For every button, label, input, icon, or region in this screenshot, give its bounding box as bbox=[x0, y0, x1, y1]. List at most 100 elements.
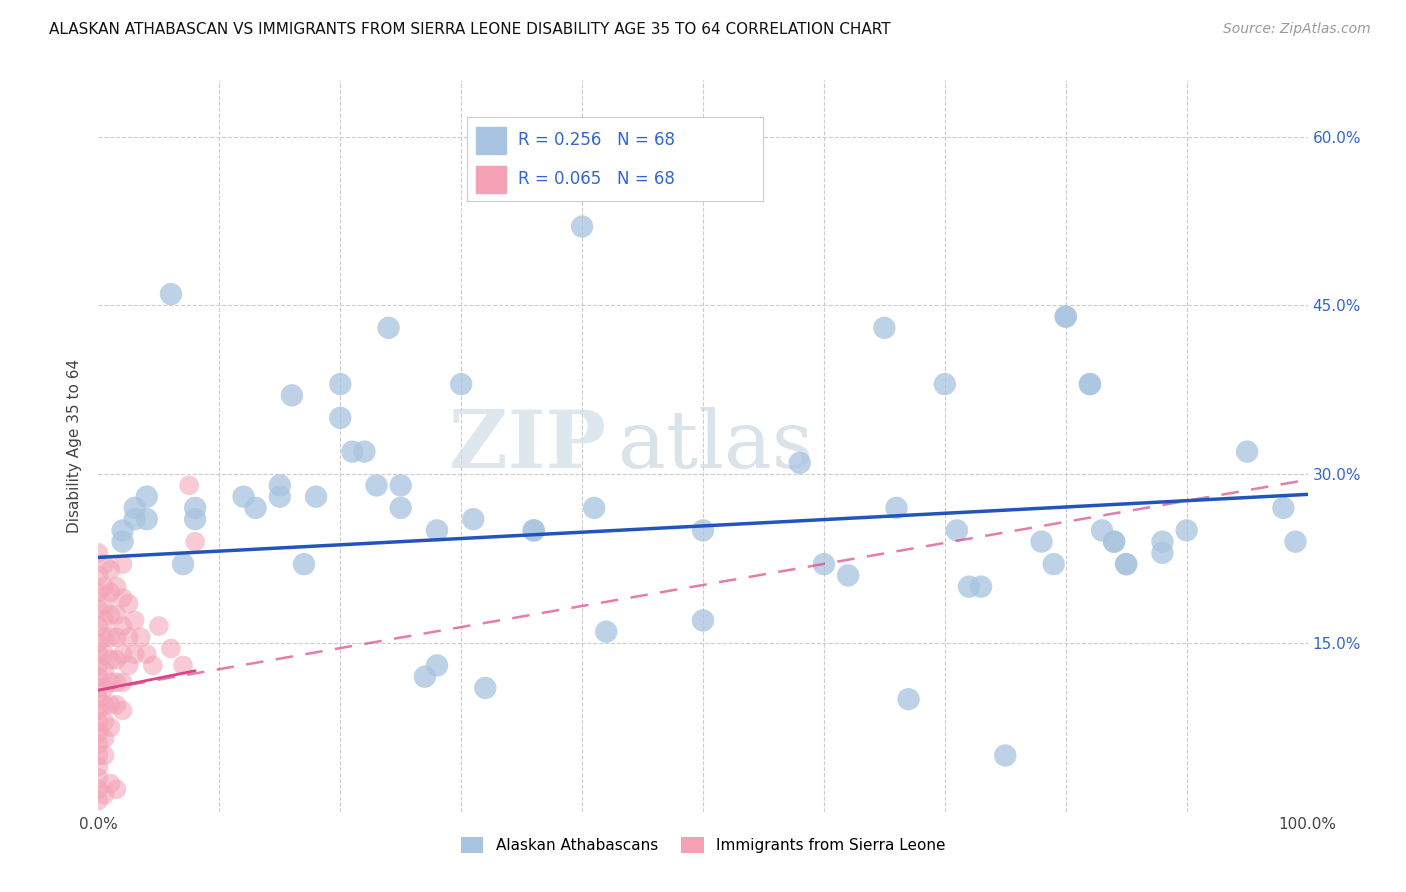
Point bbox=[100, 776, 122, 790]
Point bbox=[426, 524, 449, 538]
Point bbox=[105, 782, 128, 797]
Point bbox=[1115, 557, 1137, 571]
Point bbox=[994, 748, 1017, 763]
Point bbox=[93, 788, 115, 802]
Point bbox=[873, 321, 896, 335]
Point bbox=[111, 675, 134, 690]
Point bbox=[1284, 534, 1306, 549]
Point bbox=[87, 737, 110, 751]
Point bbox=[100, 630, 122, 644]
Point bbox=[87, 585, 110, 599]
Point bbox=[1152, 534, 1174, 549]
Point bbox=[160, 641, 183, 656]
Point bbox=[93, 597, 115, 611]
Point bbox=[474, 681, 496, 695]
Point bbox=[148, 619, 170, 633]
Point bbox=[87, 714, 110, 729]
Point bbox=[124, 614, 146, 628]
Point bbox=[1054, 310, 1077, 324]
Point bbox=[1115, 557, 1137, 571]
Point bbox=[93, 714, 115, 729]
Point bbox=[245, 500, 267, 515]
Point bbox=[1054, 310, 1077, 324]
Point bbox=[93, 630, 115, 644]
Point bbox=[87, 546, 110, 560]
Point bbox=[172, 557, 194, 571]
Point bbox=[281, 388, 304, 402]
Point bbox=[105, 675, 128, 690]
Text: ZIP: ZIP bbox=[450, 407, 606, 485]
Point bbox=[87, 636, 110, 650]
Point bbox=[87, 793, 110, 807]
Point bbox=[897, 692, 920, 706]
Point bbox=[1102, 534, 1125, 549]
Text: Source: ZipAtlas.com: Source: ZipAtlas.com bbox=[1223, 22, 1371, 37]
Point bbox=[100, 607, 122, 622]
Point bbox=[571, 219, 593, 234]
Point bbox=[692, 524, 714, 538]
Point bbox=[463, 512, 485, 526]
Point bbox=[583, 500, 606, 515]
Point bbox=[129, 630, 152, 644]
Point bbox=[970, 580, 993, 594]
Point bbox=[105, 607, 128, 622]
Point bbox=[87, 748, 110, 763]
Point bbox=[100, 563, 122, 577]
Point bbox=[93, 614, 115, 628]
Point bbox=[118, 597, 141, 611]
Point bbox=[87, 760, 110, 774]
Point bbox=[1152, 546, 1174, 560]
Point bbox=[366, 478, 388, 492]
Point bbox=[105, 698, 128, 712]
Point bbox=[93, 664, 115, 678]
Point bbox=[142, 658, 165, 673]
Point bbox=[292, 557, 315, 571]
Point bbox=[87, 568, 110, 582]
Point bbox=[179, 478, 201, 492]
Legend: Alaskan Athabascans, Immigrants from Sierra Leone: Alaskan Athabascans, Immigrants from Sie… bbox=[454, 830, 952, 859]
Point bbox=[93, 731, 115, 746]
Point bbox=[111, 619, 134, 633]
Point bbox=[957, 580, 980, 594]
Point bbox=[413, 670, 436, 684]
Point bbox=[100, 698, 122, 712]
Point bbox=[523, 524, 546, 538]
Point bbox=[87, 782, 110, 797]
Point bbox=[523, 524, 546, 538]
Point bbox=[426, 658, 449, 673]
Point bbox=[87, 670, 110, 684]
Point bbox=[100, 675, 122, 690]
Point bbox=[87, 658, 110, 673]
Point bbox=[100, 720, 122, 734]
Point bbox=[105, 580, 128, 594]
Point bbox=[886, 500, 908, 515]
Point bbox=[124, 512, 146, 526]
Point bbox=[1102, 534, 1125, 549]
Point bbox=[93, 557, 115, 571]
Point bbox=[232, 490, 254, 504]
Point bbox=[1091, 524, 1114, 538]
Point bbox=[93, 698, 115, 712]
Point bbox=[105, 653, 128, 667]
Point bbox=[389, 478, 412, 492]
Point bbox=[87, 681, 110, 695]
Y-axis label: Disability Age 35 to 64: Disability Age 35 to 64 bbox=[67, 359, 83, 533]
Point bbox=[269, 478, 291, 492]
Point bbox=[93, 748, 115, 763]
Point bbox=[111, 557, 134, 571]
Point bbox=[305, 490, 328, 504]
Point bbox=[100, 585, 122, 599]
Point bbox=[118, 658, 141, 673]
Point bbox=[93, 647, 115, 661]
Point bbox=[934, 377, 956, 392]
Point bbox=[111, 524, 134, 538]
Text: atlas: atlas bbox=[619, 407, 814, 485]
Point bbox=[87, 703, 110, 717]
Point bbox=[595, 624, 617, 639]
Point bbox=[329, 377, 352, 392]
Point bbox=[135, 490, 157, 504]
Point bbox=[837, 568, 859, 582]
Point bbox=[342, 444, 364, 458]
Point bbox=[1272, 500, 1295, 515]
Point bbox=[184, 534, 207, 549]
